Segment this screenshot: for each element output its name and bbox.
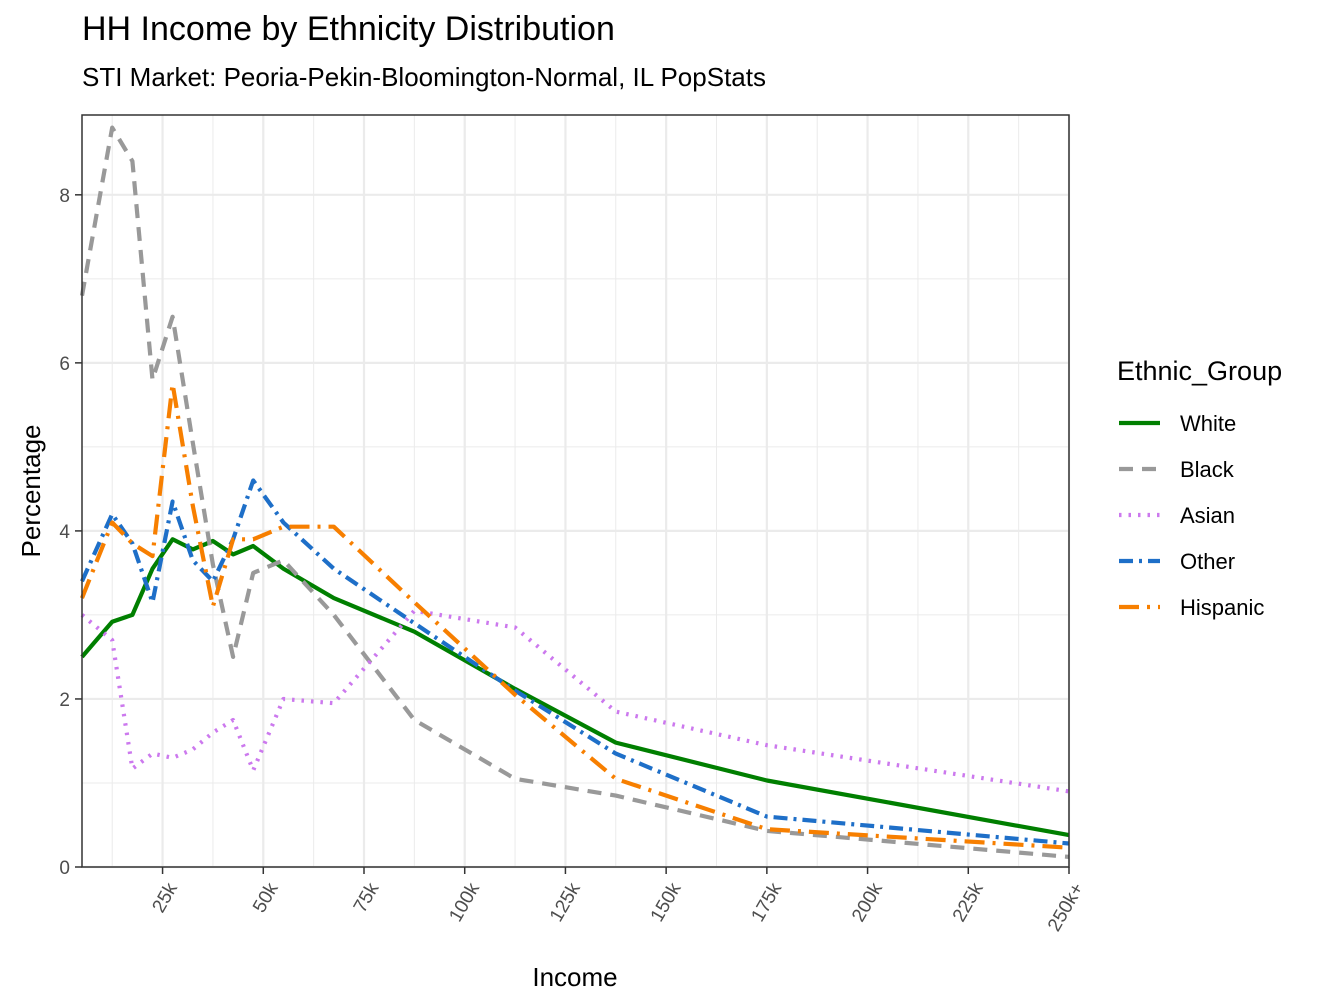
y-tick-label: 2 bbox=[59, 690, 70, 711]
series-line-other bbox=[80, 478, 1070, 846]
plot-panel-background bbox=[82, 115, 1069, 867]
plot-panel-border bbox=[81, 114, 1070, 868]
legend-label-hispanic: Hispanic bbox=[1180, 595, 1264, 620]
series-line-black bbox=[79, 125, 1070, 859]
legend-label-black: Black bbox=[1180, 457, 1235, 482]
y-axis-title: Percentage bbox=[16, 425, 46, 558]
legend: Ethnic_Group White Black Asian Other Hispani… bbox=[1117, 356, 1282, 620]
x-tick-label: 75k bbox=[350, 879, 384, 916]
x-tick-label: 225k bbox=[949, 879, 988, 926]
legend-label-white: White bbox=[1180, 411, 1236, 436]
x-axis: 25k 50k 75k 100k 125k 150k 175k 200k 225k 250k+ bbox=[148, 867, 1088, 935]
minor-gridlines bbox=[82, 115, 1069, 867]
x-tick-label: 50k bbox=[249, 879, 283, 916]
x-tick-label: 200k bbox=[848, 879, 887, 926]
x-tick-label: 125k bbox=[546, 879, 585, 926]
legend-title: Ethnic_Group bbox=[1117, 356, 1282, 386]
series-line-asian bbox=[80, 608, 1070, 794]
x-tick-label: 250k+ bbox=[1044, 879, 1088, 935]
chart-subtitle: STI Market: Peoria-Pekin-Bloomington-Nor… bbox=[82, 62, 766, 92]
x-tick-label: 150k bbox=[647, 879, 686, 926]
series-line-hispanic bbox=[80, 381, 1070, 850]
y-tick-label: 8 bbox=[59, 186, 70, 207]
x-tick-label: 100k bbox=[445, 879, 484, 926]
y-axis: 0 2 4 6 8 bbox=[59, 186, 82, 879]
x-axis-title: Income bbox=[532, 962, 617, 992]
series-layer bbox=[79, 125, 1070, 859]
chart-title: HH Income by Ethnicity Distribution bbox=[82, 10, 615, 48]
x-tick-label: 25k bbox=[148, 879, 182, 916]
y-tick-label: 4 bbox=[59, 522, 70, 543]
y-tick-label: 0 bbox=[59, 858, 70, 879]
x-tick-label: 175k bbox=[747, 879, 786, 926]
legend-label-other: Other bbox=[1180, 549, 1235, 574]
series-line-white bbox=[80, 537, 1070, 838]
y-tick-label: 6 bbox=[59, 354, 70, 375]
legend-label-asian: Asian bbox=[1180, 503, 1235, 528]
